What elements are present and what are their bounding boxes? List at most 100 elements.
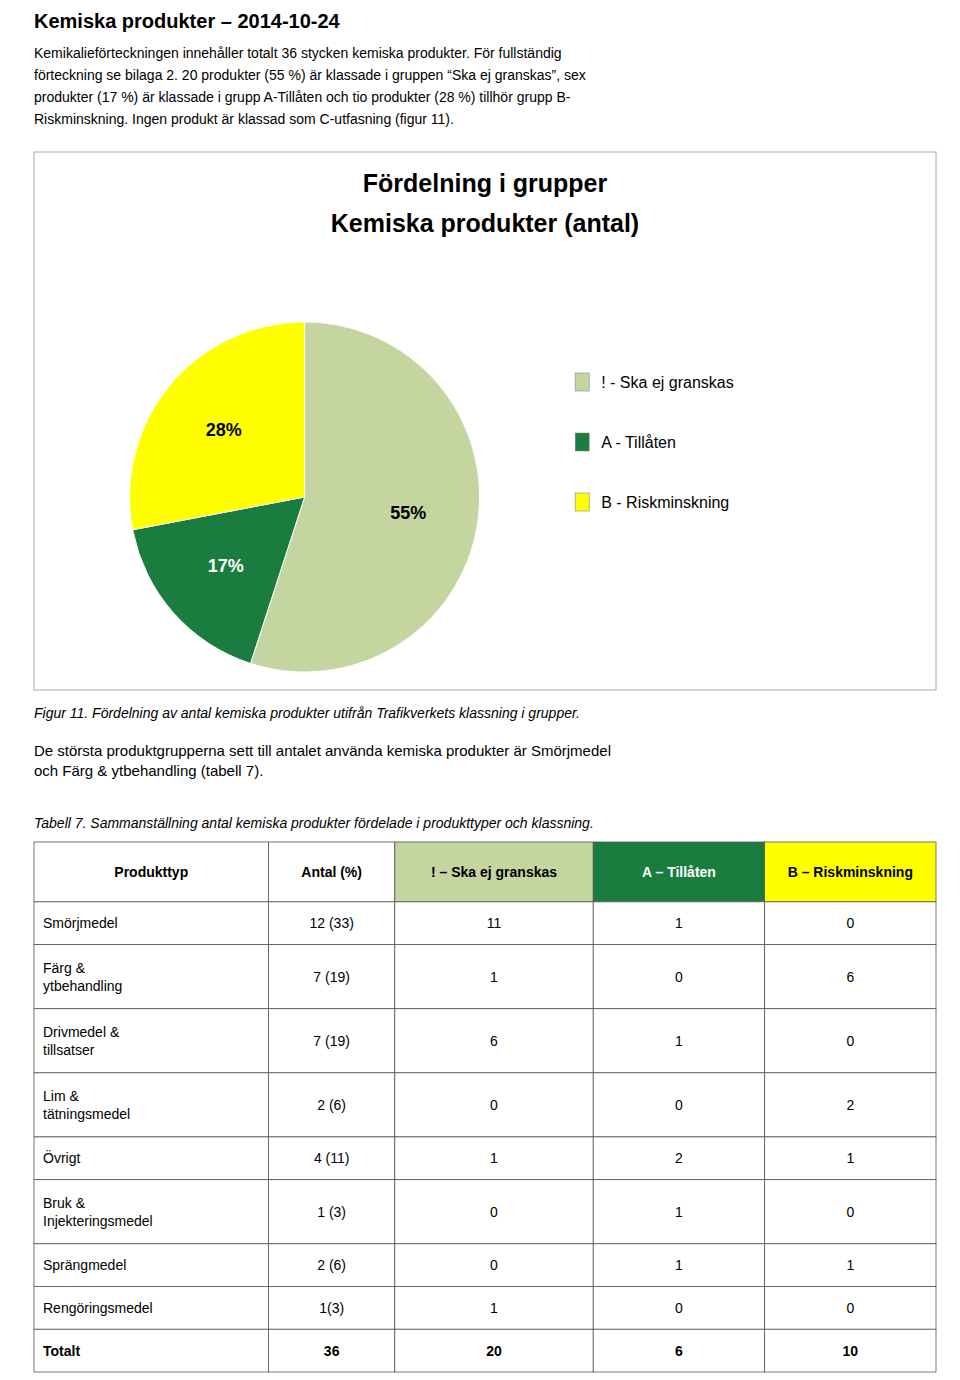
pie-slice [130, 322, 305, 530]
table-cell [765, 1009, 936, 1073]
table-cell [593, 902, 764, 945]
table-cell [593, 1329, 764, 1372]
table-cell-text: 2 (6) [317, 1257, 346, 1273]
table-cell [34, 1137, 269, 1180]
table-cell-text: 20 [486, 1343, 502, 1359]
table-header: Produkttyp [114, 864, 188, 880]
table-cell [765, 1180, 936, 1244]
table-cell-text: 0 [846, 1300, 854, 1316]
legend-label: ! - Ska ej granskas [601, 374, 734, 391]
table-cell-text: Lim &tätningsmedel [43, 1088, 130, 1122]
page-title: Kemiska produkter – 2014-10-24 [34, 10, 341, 32]
table-cell [593, 1009, 764, 1073]
table-cell [395, 1244, 593, 1287]
table-cell-text: 0 [675, 969, 683, 985]
body-text: förteckning se bilaga 2. 20 produkter (5… [34, 67, 586, 83]
table-cell [34, 1329, 269, 1372]
data-label: 55% [390, 503, 426, 523]
legend-item: B - Riskminskning [575, 493, 729, 511]
table-cell-text: 1 [490, 969, 498, 985]
legend-label: B - Riskminskning [601, 494, 729, 511]
table-cell [269, 902, 395, 945]
table-cell-text: 0 [675, 1300, 683, 1316]
table-cell [269, 945, 395, 1009]
table-cell-text: 1 [846, 1150, 854, 1166]
table-cell [34, 1244, 269, 1287]
table-cell-text: Drivmedel &tillsatser [43, 1024, 120, 1058]
table-cell-text: 0 [490, 1204, 498, 1220]
table-caption: Tabell 7. Sammanställning antal kemiska … [34, 815, 594, 831]
table-cell [593, 1244, 764, 1287]
table-cell-text: Sprängmedel [43, 1257, 126, 1273]
table-cell-text: 0 [846, 915, 854, 931]
data-label: 17% [208, 556, 244, 576]
table-cell-text: 7 (19) [313, 1033, 350, 1049]
table: Produkttyp Antal (%) ! – Ska ej granskas A … [34, 842, 936, 1372]
table-cell [269, 1009, 395, 1073]
chart-frame [34, 152, 936, 690]
table-cell [395, 1180, 593, 1244]
body-text: De största produktgrupperna sett till an… [34, 742, 611, 779]
table-cell [593, 1137, 764, 1180]
table-cell [593, 1180, 764, 1244]
legend: ! - Ska ej granskas A - Tillåten B - Riskm… [575, 373, 734, 511]
table-cell-text: 12 (33) [309, 915, 353, 931]
table-cell [34, 1287, 269, 1330]
table-cell-text: 1 (3) [317, 1204, 346, 1220]
table-cell-text: 0 [490, 1097, 498, 1113]
legend-item: A - Tillåten [575, 433, 676, 451]
table-cell [395, 945, 593, 1009]
table-cell-text: 0 [846, 1204, 854, 1220]
table-cell-text: 2 (6) [317, 1097, 346, 1113]
table-header: B – Riskminskning [788, 864, 913, 880]
table-cell-text: 2 [846, 1097, 854, 1113]
table-cell-text: 36 [324, 1343, 340, 1359]
table-header: Antal (%) [301, 864, 362, 880]
table-cell [765, 902, 936, 945]
table-header-cell [765, 842, 936, 902]
legend-swatch [575, 373, 589, 391]
table-header: ! – Ska ej granskas [431, 864, 557, 880]
table-cell-text: 1 [490, 1150, 498, 1166]
table-cell-text: 1(3) [319, 1300, 344, 1316]
table-cell [34, 945, 269, 1009]
table-cell [269, 1073, 395, 1137]
legend-swatch [575, 433, 589, 451]
data-labels: 55% 17% 28% [206, 420, 427, 576]
table-cell [34, 1180, 269, 1244]
table-cell-text: Färg &ytbehandling [43, 960, 122, 994]
table-cell [593, 1073, 764, 1137]
table-header: A – Tillåten [642, 864, 716, 880]
table-cell-text: 1 [490, 1300, 498, 1316]
table-cell [269, 1180, 395, 1244]
table-cell [269, 1287, 395, 1330]
table-cell-text: Smörjmedel [43, 915, 118, 931]
table-cell [765, 1287, 936, 1330]
table-cell-text: 10 [843, 1343, 859, 1359]
table-cell [269, 1137, 395, 1180]
body-text: produkter (17 %) är klassade i grupp A-T… [34, 89, 571, 105]
table-cell [593, 1287, 764, 1330]
table-cell [395, 1073, 593, 1137]
page: Kemiska produkter – 2014-10-24Kemikalief… [0, 0, 960, 1380]
table-cell [395, 1137, 593, 1180]
table-header-cell [395, 842, 593, 902]
chart-subtitle: Kemiska produkter (antal) [331, 209, 639, 237]
table-cell [765, 1073, 936, 1137]
table-cell [765, 1329, 936, 1372]
body-text: Riskminskning. Ingen produkt är klassad … [34, 111, 454, 127]
table-cell-text: 2 [675, 1150, 683, 1166]
table-header-cell [593, 842, 764, 902]
table-cell [34, 1073, 269, 1137]
table-header-cell [269, 842, 395, 902]
table-cell-text: 1 [675, 915, 683, 931]
table-cell-text: 6 [846, 969, 854, 985]
table-cell-text: 1 [675, 1033, 683, 1049]
table-cell-text: 1 [675, 1257, 683, 1273]
table-cell-text: 0 [675, 1097, 683, 1113]
table-cell [395, 1329, 593, 1372]
table-cell-text: 0 [490, 1257, 498, 1273]
table-cell-text: Totalt [43, 1343, 80, 1359]
table-cell [269, 1244, 395, 1287]
data-label: 28% [206, 420, 242, 440]
